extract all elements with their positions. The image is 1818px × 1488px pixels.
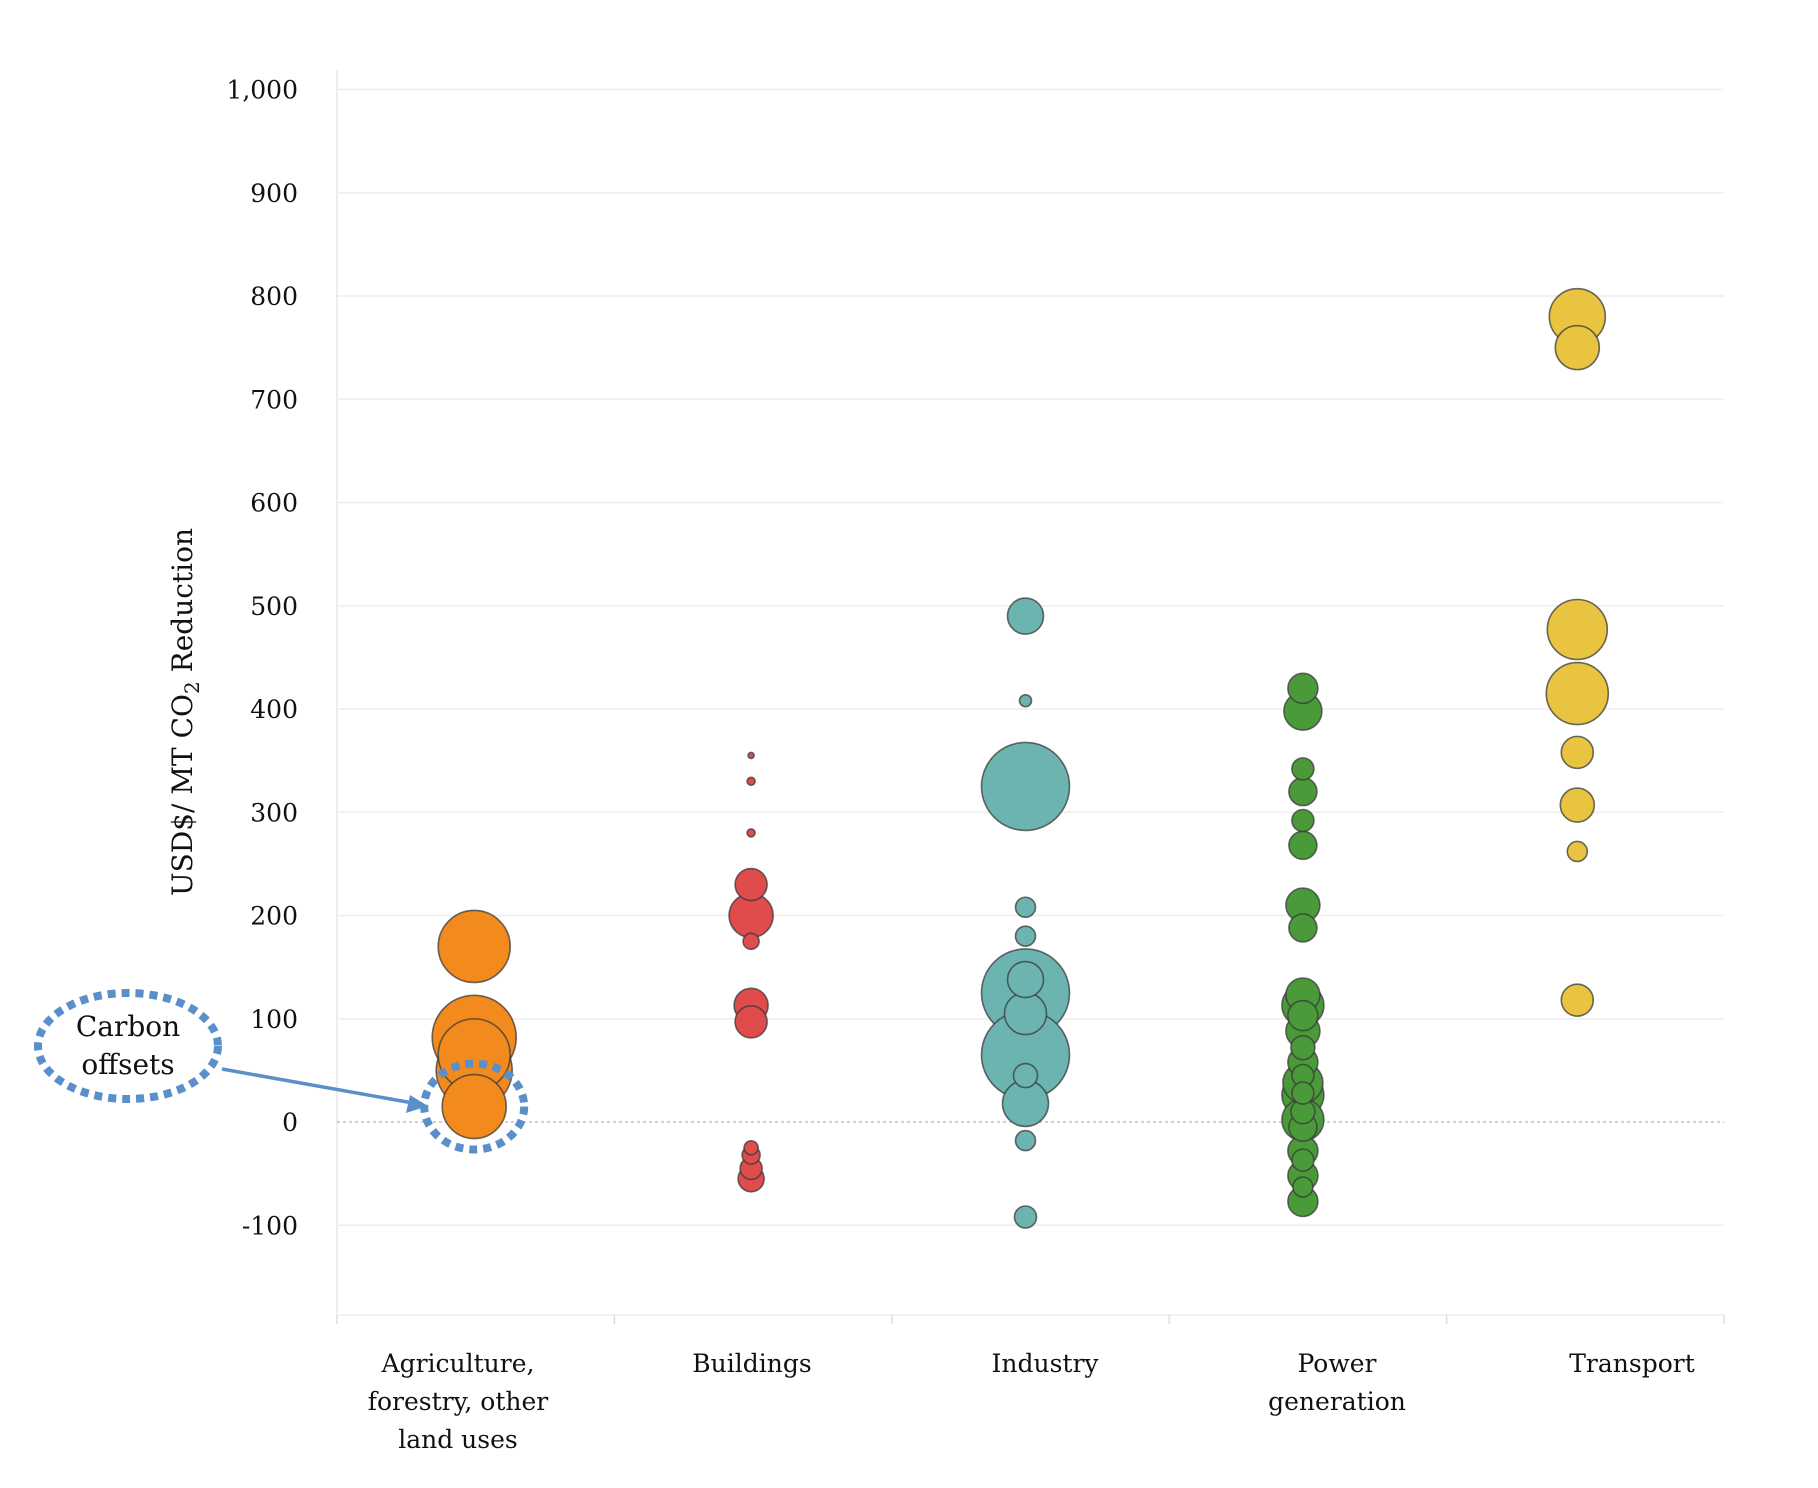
bubble <box>1554 324 1601 371</box>
bubble <box>441 1073 508 1140</box>
annotation-label: offsets <box>81 1048 174 1081</box>
bubble <box>1546 598 1609 661</box>
y-tick-label: 200 <box>250 902 298 931</box>
bubble <box>746 776 756 787</box>
y-tick-label: 1,000 <box>226 76 298 105</box>
bubble <box>1003 991 1048 1036</box>
bubble <box>734 1005 768 1039</box>
bubble <box>1560 735 1595 770</box>
bubble <box>1287 672 1319 705</box>
y-axis-ticks: -100 0 100 200 300 400 500 600 700 800 900 1,000 <box>226 76 298 1241</box>
grid-lines <box>336 70 1724 1315</box>
x-tick-label: Buildings <box>692 1349 811 1378</box>
y-tick-label: 900 <box>250 179 298 208</box>
bubble <box>1288 830 1318 861</box>
bubble <box>1014 896 1037 919</box>
bubble <box>437 909 512 984</box>
bubble <box>1013 1205 1038 1229</box>
bubble <box>1545 661 1610 726</box>
bubble <box>1291 757 1315 781</box>
bubble <box>1560 983 1595 1017</box>
x-tick-label: Agriculture, <box>381 1349 535 1378</box>
x-tick-label: land uses <box>398 1425 518 1454</box>
bubble <box>1012 1062 1039 1089</box>
bubble <box>1290 1034 1316 1061</box>
bubble <box>1288 776 1318 807</box>
y-axis-label: USD$/ MT CO2 Reduction <box>166 528 204 896</box>
x-tick-label: Transport <box>1569 1349 1695 1378</box>
y-tick-label: 400 <box>250 695 298 724</box>
y-tick-label: 700 <box>250 385 298 414</box>
annotation-label: Carbon <box>76 1010 180 1043</box>
bubble <box>742 932 760 951</box>
y-tick-label: -100 <box>242 1211 298 1240</box>
carbon-offsets-annotation: Carbon offsets <box>34 989 529 1154</box>
y-tick-label: 600 <box>250 489 298 518</box>
bubble <box>1566 840 1589 863</box>
x-tick-label: Industry <box>991 1349 1099 1378</box>
bubble <box>747 751 755 760</box>
bubble <box>1006 960 1045 999</box>
bubble <box>734 867 768 902</box>
x-axis: Agriculture, forestry, other land uses Buil… <box>336 1314 1725 1454</box>
bubble <box>1291 1081 1315 1105</box>
bubble <box>1287 999 1319 1032</box>
label-ellipse <box>34 989 222 1103</box>
x-tick-label: forestry, other <box>368 1387 549 1416</box>
bubble <box>1014 925 1037 947</box>
annotation-arrow-head <box>406 1095 428 1113</box>
bubble <box>1291 808 1315 833</box>
bubble <box>1291 1148 1315 1173</box>
bubble <box>1006 597 1045 635</box>
bubble <box>1018 693 1033 708</box>
y-tick-label: 300 <box>250 798 298 827</box>
bubble <box>1292 1176 1314 1198</box>
bubble <box>743 1140 759 1156</box>
y-tick-label: 100 <box>250 1005 298 1034</box>
y-tick-label: 500 <box>250 592 298 621</box>
y-tick-label: 0 <box>282 1108 298 1137</box>
x-tick-label: Power <box>1297 1349 1376 1378</box>
bubble <box>1288 913 1318 943</box>
bubbles <box>431 287 1610 1229</box>
bubble <box>746 828 756 838</box>
bubble <box>980 741 1071 832</box>
y-tick-label: 800 <box>250 282 298 311</box>
annotation-arrow-line <box>221 1067 414 1105</box>
x-tick-label: generation <box>1268 1387 1406 1416</box>
bubble <box>1559 787 1596 823</box>
bubble <box>1014 1129 1037 1152</box>
